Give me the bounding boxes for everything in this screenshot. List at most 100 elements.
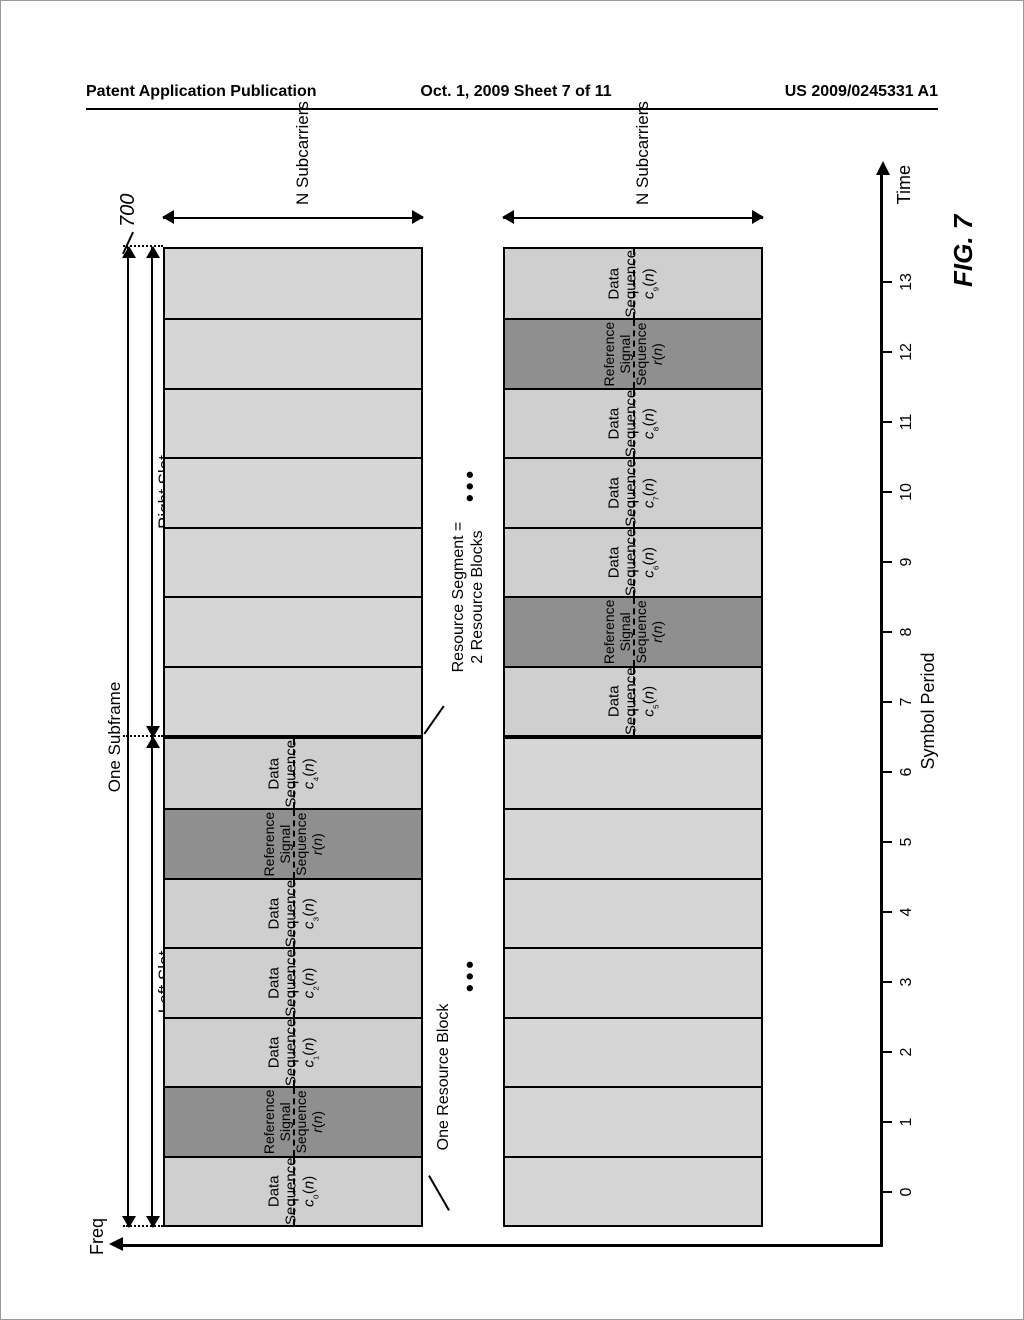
x-tick <box>880 1191 892 1193</box>
freq-axis-label: Freq <box>87 1218 108 1255</box>
dim-subframe <box>127 247 129 1227</box>
data-sequence-label: Data Sequence c₄(n) <box>266 739 321 808</box>
data-sequence-column: Data Sequence c₅(n) <box>505 666 761 735</box>
ellipsis-left: ••• <box>457 957 483 992</box>
x-tick <box>880 981 892 983</box>
header-rule <box>86 108 938 110</box>
grid-column <box>165 666 421 735</box>
dim-right-slot <box>151 247 153 737</box>
reference-signal-label: Reference SignalSequence r(n) <box>261 810 325 877</box>
x-tick-label: 0 <box>898 1188 916 1197</box>
grid-column <box>505 947 761 1016</box>
freq-axis <box>123 1244 883 1247</box>
reference-signal-label: Reference SignalSequence r(n) <box>601 320 665 387</box>
data-sequence-label: Data Sequence c₀(n) <box>266 1158 321 1225</box>
one-resource-block-callout: One Resource Block <box>434 987 453 1167</box>
x-tick-label: 11 <box>898 414 916 431</box>
grid-column <box>505 1017 761 1086</box>
callout-leader-icon <box>423 706 444 735</box>
x-tick-label: 1 <box>898 1118 916 1127</box>
data-sequence-column: Data Sequence c₁(n) <box>165 1017 421 1086</box>
data-sequence-column: Data Sequence c₉(n) <box>505 249 761 318</box>
reference-signal-label: Reference SignalSequence r(n) <box>601 598 665 665</box>
x-tick-label: 3 <box>898 978 916 987</box>
x-tick <box>880 281 892 283</box>
n-subcarriers-bracket-b <box>503 217 763 219</box>
page: Patent Application Publication Oct. 1, 2… <box>0 0 1024 1320</box>
x-tick-label: 4 <box>898 908 916 917</box>
x-tick-label: 12 <box>898 343 916 361</box>
freq-axis-arrow-icon <box>109 1237 123 1251</box>
x-tick <box>880 1051 892 1053</box>
data-sequence-column: Data Sequence c₃(n) <box>165 878 421 947</box>
resource-segment-label-2: 2 Resource Blocks <box>468 487 487 707</box>
data-sequence-column: Data Sequence c₄(n) <box>165 739 421 808</box>
n-subcarriers-label-b: N Subcarriers <box>633 101 653 205</box>
grid-column <box>505 739 761 808</box>
n-subcarriers-label-a: N Subcarriers <box>293 101 313 205</box>
data-sequence-label: Data Sequence c₅(n) <box>606 668 661 735</box>
symbol-period-label: Symbol Period <box>918 652 939 769</box>
resource-block-b-right: Data Sequence c₅(n)Reference SignalSeque… <box>503 247 763 737</box>
reference-signal-column: Reference SignalSequence r(n) <box>505 318 761 387</box>
n-subcarriers-bracket-a <box>163 217 423 219</box>
reference-signal-label: Reference SignalSequence r(n) <box>261 1088 325 1155</box>
header-right: US 2009/0245331 A1 <box>785 83 938 101</box>
x-tick <box>880 701 892 703</box>
resource-block-b-left <box>503 737 763 1227</box>
x-tick-label: 5 <box>898 838 916 847</box>
x-tick-label: 2 <box>898 1048 916 1057</box>
data-sequence-column: Data Sequence c₈(n) <box>505 388 761 457</box>
header-left: Patent Application Publication <box>86 83 317 101</box>
resource-block-a-left: Data Sequence c₀(n)Reference SignalSeque… <box>163 737 423 1227</box>
time-axis <box>880 175 883 1247</box>
x-tick <box>880 561 892 563</box>
grid-column <box>165 527 421 596</box>
grid-column <box>505 878 761 947</box>
time-axis-label: Time <box>894 165 915 204</box>
grid-column <box>165 318 421 387</box>
dim-subframe-label: One Subframe <box>105 682 125 793</box>
x-tick-label: 7 <box>898 698 916 707</box>
data-sequence-column: Data Sequence c₇(n) <box>505 457 761 526</box>
x-tick <box>880 491 892 493</box>
diagram-stage: Time Freq Symbol Period 0123456789101112… <box>123 175 883 1247</box>
resource-segment-label-1: Resource Segment = <box>449 487 468 707</box>
figure-label: FIG. 7 <box>948 215 979 287</box>
grid-column <box>165 388 421 457</box>
grid-column <box>165 249 421 318</box>
data-sequence-label: Data Sequence c₈(n) <box>606 390 661 457</box>
data-sequence-column: Data Sequence c₂(n) <box>165 947 421 1016</box>
data-sequence-label: Data Sequence c₆(n) <box>606 529 661 596</box>
data-sequence-label: Data Sequence c₃(n) <box>266 880 321 947</box>
dim-left-slot <box>151 737 153 1227</box>
x-tick <box>880 1121 892 1123</box>
resource-segment-callout: Resource Segment = 2 Resource Blocks <box>449 487 487 707</box>
data-sequence-column: Data Sequence c₀(n) <box>165 1156 421 1225</box>
grid-column <box>505 1086 761 1155</box>
reference-signal-column: Reference SignalSequence r(n) <box>165 1086 421 1155</box>
x-tick-label: 10 <box>898 483 916 501</box>
x-tick <box>880 911 892 913</box>
grid-column <box>505 808 761 877</box>
data-sequence-label: Data Sequence c₁(n) <box>266 1019 321 1086</box>
x-tick-label: 9 <box>898 558 916 567</box>
x-tick <box>880 631 892 633</box>
reference-signal-column: Reference SignalSequence r(n) <box>505 596 761 665</box>
x-tick-label: 13 <box>898 273 916 291</box>
x-tick <box>880 841 892 843</box>
grid-column <box>165 596 421 665</box>
data-sequence-label: Data Sequence c₂(n) <box>266 949 321 1016</box>
reference-signal-column: Reference SignalSequence r(n) <box>165 808 421 877</box>
time-axis-arrow-icon <box>876 161 890 175</box>
x-tick <box>880 771 892 773</box>
grid-column <box>505 1156 761 1225</box>
data-sequence-column: Data Sequence c₆(n) <box>505 527 761 596</box>
x-tick <box>880 421 892 423</box>
callout-leader-icon <box>428 1175 450 1211</box>
x-tick <box>880 351 892 353</box>
data-sequence-label: Data Sequence c₇(n) <box>606 459 661 526</box>
reference-numeral: 700 <box>117 194 140 227</box>
header-center: Oct. 1, 2009 Sheet 7 of 11 <box>366 83 666 101</box>
grid-column <box>165 457 421 526</box>
